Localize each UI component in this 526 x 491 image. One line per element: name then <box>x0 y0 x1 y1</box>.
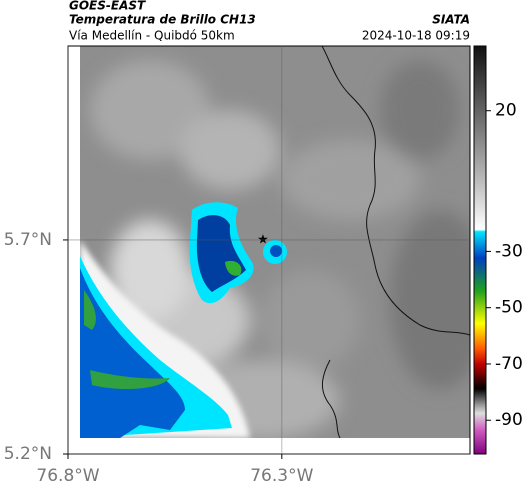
lon-tick-label: 76.8°W <box>36 466 99 486</box>
lat-tick-label: 5.2°N <box>4 444 52 464</box>
location: Vía Medellín - Quibdó 50km <box>69 29 235 43</box>
colorbar-tick-label: -70 <box>495 354 523 374</box>
lat-tick-label: 5.7°N <box>4 230 52 250</box>
brand: SIATA <box>432 13 470 27</box>
colorbar-tick-label: -90 <box>495 410 523 430</box>
title: Temperatura de Brillo CH13 <box>69 13 256 27</box>
colorbar-tick-label: -30 <box>495 241 523 261</box>
colorbar-tick-label: -50 <box>495 298 523 318</box>
timestamp: 2024-10-18 09:19 <box>362 29 470 43</box>
satellite-image: ★ <box>80 46 470 438</box>
source: GOES-EAST <box>69 0 146 13</box>
colorbar-tick-label: 20 <box>495 101 517 121</box>
colorbar <box>473 45 487 455</box>
lon-tick-label: 76.3°W <box>250 466 313 486</box>
